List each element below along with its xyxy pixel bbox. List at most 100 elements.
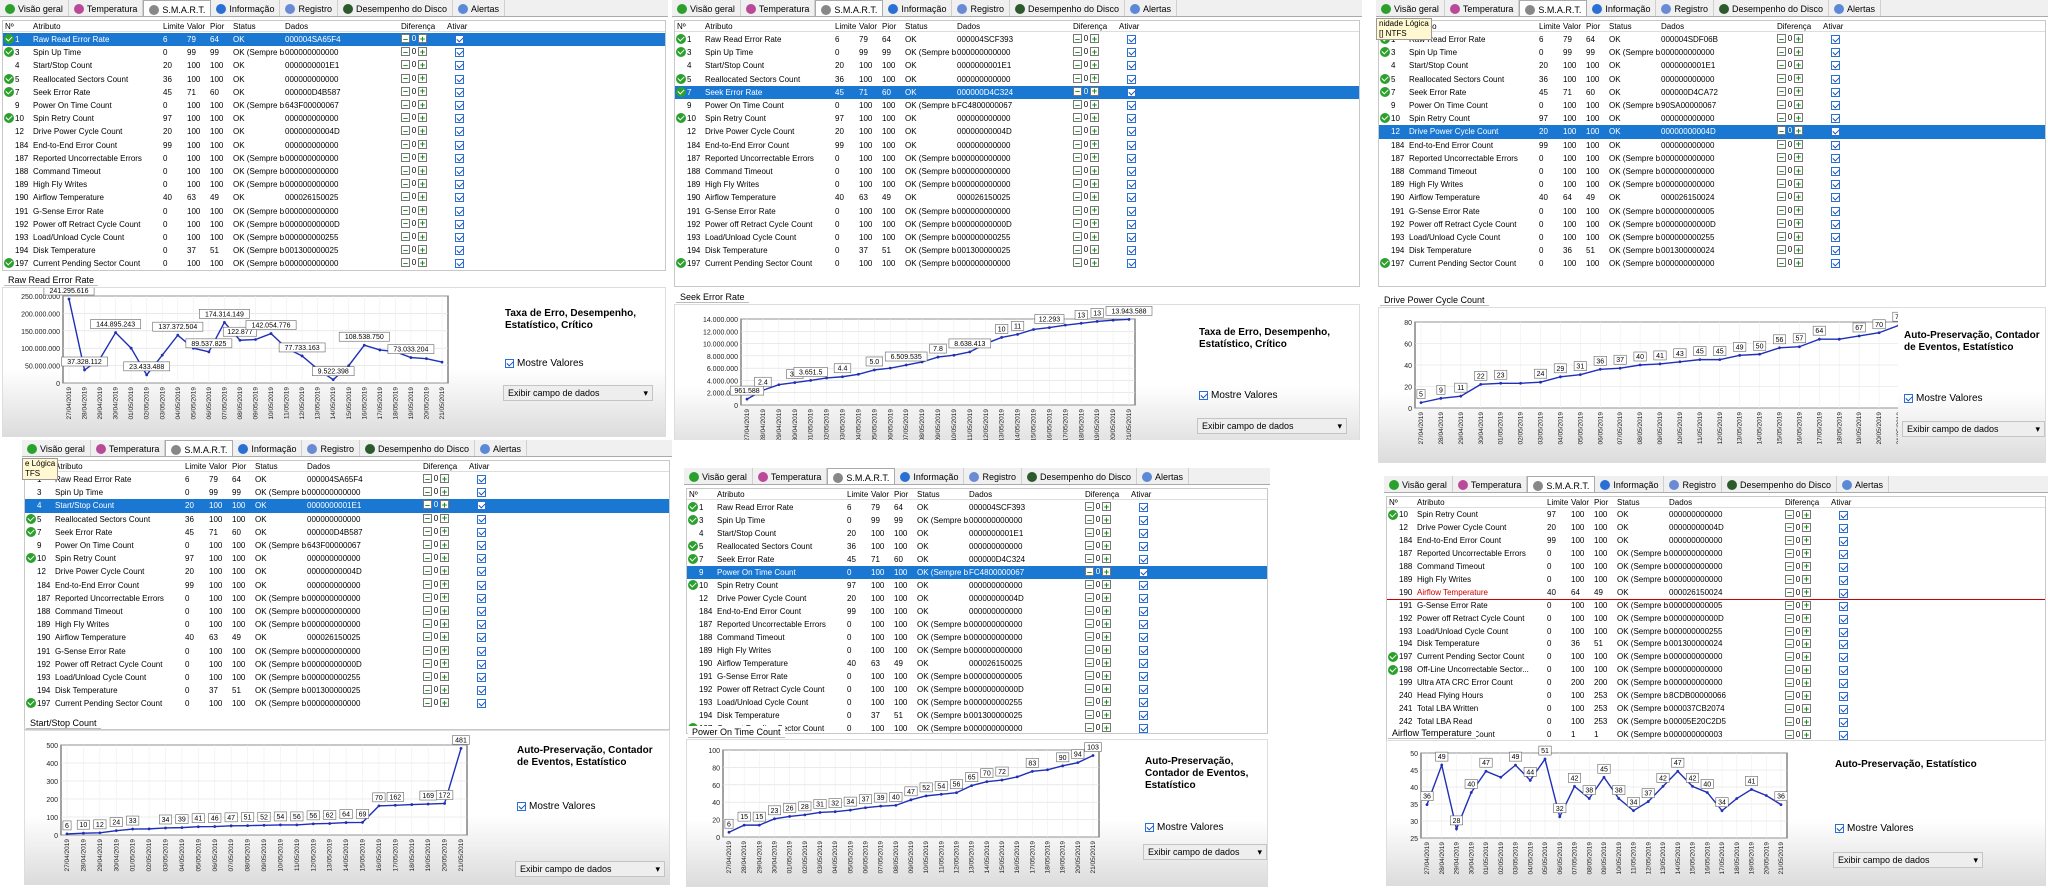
minus-button[interactable]: – [1073, 205, 1082, 216]
tab-log[interactable]: Registro [1656, 0, 1714, 16]
minus-button[interactable]: – [1085, 514, 1094, 525]
tab-performance[interactable]: Desempenho do Disco [360, 440, 476, 456]
table-row[interactable]: 191 G-Sense Error Rate 0 100 100 OK (Sempre b… [3, 205, 665, 218]
activate-checkbox[interactable] [477, 567, 486, 577]
activate-checkbox[interactable] [1139, 607, 1148, 616]
minus-button[interactable]: – [1073, 231, 1082, 242]
table-row[interactable]: 4 Start/Stop Count 20 100 100 OK 0000000001E1–… [675, 59, 1359, 72]
minus-button[interactable]: – [1777, 152, 1786, 163]
activate-checkbox[interactable] [455, 153, 464, 163]
table-row[interactable]: 5 Reallocated Sectors Count 36 100 100 OK 0000… [3, 73, 665, 86]
activate-checkbox[interactable] [455, 180, 464, 190]
minus-button[interactable]: – [401, 244, 410, 255]
column-header[interactable]: Status [1617, 498, 1640, 507]
column-header[interactable]: Nº [1389, 498, 1398, 507]
activate-checkbox[interactable] [477, 514, 486, 524]
plus-button[interactable]: + [418, 59, 427, 70]
show-values-toggle[interactable]: Mostre Valores [1904, 393, 1983, 404]
minus-button[interactable]: – [401, 191, 410, 202]
minus-button[interactable]: – [401, 165, 410, 176]
activate-checkbox[interactable] [1831, 206, 1840, 216]
column-header[interactable]: Valor [209, 462, 228, 471]
activate-checkbox[interactable] [1139, 685, 1148, 694]
plus-button[interactable]: + [440, 605, 449, 616]
column-header[interactable]: Valor [1563, 22, 1582, 31]
column-header[interactable]: Status [1609, 22, 1632, 31]
table-row[interactable]: 191 G-Sense Error Rate 0 100 100 OK (Sempre b… [1387, 600, 2045, 613]
table-row[interactable]: 191 G-Sense Error Rate 0 100 100 OK (Sempre b… [1379, 205, 2045, 218]
minus-button[interactable]: – [1777, 86, 1786, 97]
activate-checkbox[interactable] [1127, 153, 1136, 163]
activate-checkbox[interactable] [1839, 575, 1848, 585]
plus-button[interactable]: + [1090, 205, 1099, 216]
table-row[interactable]: 12 Drive Power Cycle Count 20 100 100 OK 00000… [675, 125, 1359, 138]
minus-button[interactable]: – [1073, 244, 1082, 255]
minus-button[interactable]: – [423, 486, 432, 497]
minus-button[interactable]: – [1785, 509, 1794, 520]
table-row[interactable]: 193 Load/Unload Cycle Count 0 100 100 OK (Sem… [687, 696, 1267, 709]
minus-button[interactable]: – [1073, 33, 1082, 44]
activate-checkbox[interactable] [1831, 153, 1840, 163]
data-field-dropdown[interactable]: Exibir campo de dados [515, 861, 665, 877]
minus-button[interactable]: – [401, 178, 410, 189]
plus-button[interactable]: + [440, 486, 449, 497]
plus-button[interactable]: + [1794, 178, 1803, 189]
table-row[interactable]: 5 Reallocated Sectors Count 36 100 100 OK 0000… [25, 513, 669, 526]
minus-button[interactable]: – [1085, 709, 1094, 720]
show-values-checkbox[interactable] [1835, 824, 1844, 833]
column-header[interactable]: Dados [957, 22, 981, 31]
plus-button[interactable]: + [418, 178, 427, 189]
activate-checkbox[interactable] [455, 114, 464, 124]
activate-checkbox[interactable] [455, 127, 464, 137]
minus-button[interactable]: – [1073, 218, 1082, 229]
tab-performance[interactable]: Desempenho do Disco [1022, 468, 1138, 484]
activate-checkbox[interactable] [1831, 180, 1840, 190]
plus-button[interactable]: + [1794, 112, 1803, 123]
table-row[interactable]: 187 Reported Uncorrectable Errors 0 100 100 O… [687, 618, 1267, 631]
tab-overview[interactable]: Visão geral [1376, 0, 1445, 16]
minus-button[interactable]: – [1085, 501, 1094, 512]
tab-thermometer[interactable]: Temperatura [1453, 476, 1528, 492]
activate-checkbox[interactable] [1127, 127, 1136, 137]
activate-checkbox[interactable] [455, 206, 464, 216]
plus-button[interactable]: + [1102, 566, 1111, 577]
minus-button[interactable]: – [1777, 139, 1786, 150]
table-row[interactable]: 198 Off-Line Uncorrectable Sector... 0 100 1… [1387, 664, 2045, 677]
minus-button[interactable]: – [1073, 125, 1082, 136]
table-row[interactable]: 10 Spin Retry Count 97 100 100 OK 000000000000… [1387, 509, 2045, 522]
table-row[interactable]: 12 Drive Power Cycle Count 20 100 100 OK 00000… [3, 125, 665, 138]
tab-alerts[interactable]: Alertas [453, 0, 506, 16]
plus-button[interactable]: + [1794, 59, 1803, 70]
minus-button[interactable]: – [1085, 579, 1094, 590]
minus-button[interactable]: – [1785, 561, 1794, 572]
column-header[interactable]: Ativar [1823, 22, 1844, 31]
activate-checkbox[interactable] [477, 501, 486, 511]
minus-button[interactable]: – [423, 618, 432, 629]
plus-button[interactable]: + [1794, 191, 1803, 202]
plus-button[interactable]: + [440, 631, 449, 642]
table-row[interactable]: 190 Airflow Temperature 40 64 49 OK 0000261500… [1387, 587, 2045, 600]
column-header[interactable]: Nº [689, 490, 698, 499]
activate-checkbox[interactable] [1839, 536, 1848, 546]
minus-button[interactable]: – [1785, 716, 1794, 727]
plus-button[interactable]: + [1802, 638, 1811, 649]
plus-button[interactable]: + [1794, 205, 1803, 216]
column-header[interactable]: Atributo [55, 462, 83, 471]
table-row[interactable]: 7 Seek Error Rate 45 71 60 OK 000000D4C324–0 + [675, 85, 1359, 99]
minus-button[interactable]: – [401, 46, 410, 57]
tab-log[interactable]: Registro [302, 440, 360, 456]
minus-button[interactable]: – [1777, 205, 1786, 216]
table-row[interactable]: 190 Airflow Temperature 40 63 49 OK 0000261500… [687, 657, 1267, 670]
column-header[interactable]: Atributo [717, 490, 745, 499]
column-header[interactable]: Nº [5, 22, 14, 31]
column-header[interactable]: Dados [307, 462, 331, 471]
plus-button[interactable]: + [1802, 535, 1811, 546]
activate-checkbox[interactable] [1831, 219, 1840, 229]
activate-checkbox[interactable] [1139, 672, 1148, 681]
column-header[interactable]: Ativar [447, 22, 468, 31]
